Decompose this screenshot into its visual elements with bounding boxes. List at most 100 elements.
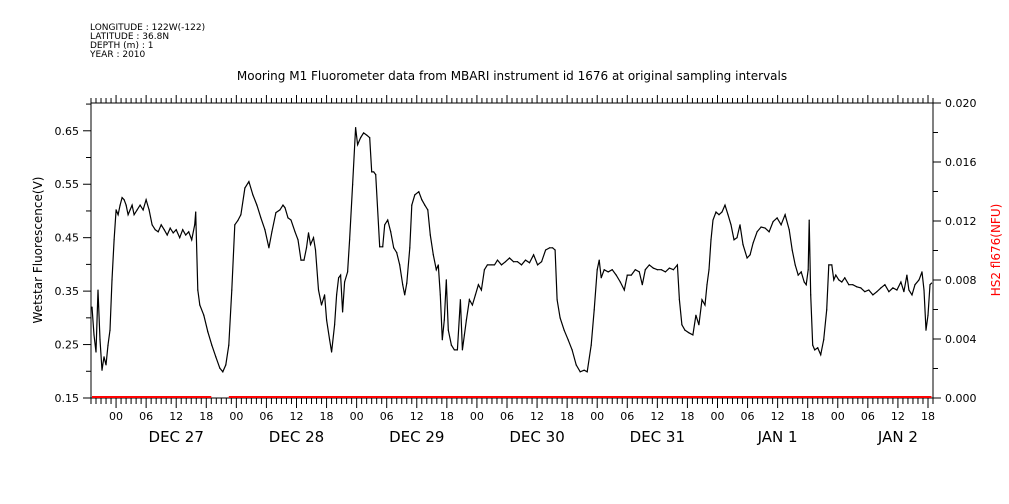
data-point (211, 344, 213, 346)
data-point (563, 329, 565, 331)
data-point (465, 319, 467, 321)
data-point (630, 274, 632, 276)
data-point (911, 294, 913, 296)
data-point (868, 289, 870, 291)
data-point (820, 354, 822, 356)
data-point (596, 269, 598, 271)
data-point (768, 231, 770, 233)
data-point (169, 227, 171, 229)
data-point (256, 204, 258, 206)
data-point (567, 339, 569, 341)
data-point (373, 171, 375, 173)
data-point (347, 271, 349, 273)
data-point (461, 349, 463, 351)
data-point (402, 284, 404, 286)
data-point (199, 304, 201, 306)
data-point (105, 364, 107, 366)
data-point (287, 217, 289, 219)
x-tick-label: 18 (921, 410, 935, 423)
data-point (656, 269, 658, 271)
data-point (520, 264, 523, 266)
data-point (807, 269, 809, 271)
data-point (231, 289, 233, 291)
data-point (97, 289, 99, 291)
data-point (382, 246, 384, 248)
data-point (282, 204, 284, 206)
x-tick-label: 18 (560, 410, 574, 423)
data-point (207, 331, 209, 333)
data-point (681, 324, 683, 326)
data-point (363, 132, 365, 134)
data-point (727, 214, 729, 216)
data-point (784, 214, 786, 216)
chart-title: Mooring M1 Fluorometer data from MBARI i… (237, 69, 787, 83)
data-point (826, 309, 828, 311)
data-point (366, 134, 368, 136)
date-label: DEC 29 (389, 428, 444, 446)
data-point (309, 244, 312, 246)
data-point (409, 247, 411, 249)
x-tick-label: 12 (650, 410, 664, 423)
data-point (872, 294, 874, 296)
data-point (240, 214, 242, 216)
data-point (109, 329, 111, 331)
data-point (706, 284, 708, 286)
x-tick-label: 18 (680, 410, 694, 423)
x-tick-label: 06 (139, 410, 153, 423)
right-tick-label: 0.000 (945, 392, 977, 405)
data-point (749, 254, 751, 256)
data-point (474, 294, 477, 296)
data-point (718, 214, 720, 216)
x-tick-label: 06 (380, 410, 394, 423)
data-point (418, 191, 420, 193)
data-point (339, 274, 342, 276)
data-point (355, 126, 357, 129)
data-point (384, 224, 386, 226)
data-point (375, 174, 377, 176)
data-point (357, 144, 359, 146)
data-point (237, 219, 239, 222)
data-point (888, 291, 890, 293)
data-point (848, 284, 850, 286)
x-tick-label: 12 (771, 410, 785, 423)
data-point (439, 294, 441, 296)
data-point (344, 281, 346, 283)
x-tick-label: 18 (801, 410, 815, 423)
data-point (695, 314, 697, 316)
data-point (337, 277, 340, 279)
data-point (715, 211, 717, 213)
metadata-line: YEAR : 2010 (89, 50, 146, 60)
x-tick-label: 00 (710, 410, 724, 423)
data-point (721, 211, 723, 213)
x-tick-label: 06 (259, 410, 273, 423)
data-point (760, 226, 762, 228)
data-point (739, 224, 741, 226)
data-point (810, 294, 812, 296)
x-tick-label: 06 (620, 410, 634, 423)
data-point (923, 289, 925, 291)
x-tick-label: 18 (320, 410, 334, 423)
x-tick-label: 12 (891, 410, 905, 423)
data-point (93, 334, 95, 336)
data-point (794, 264, 796, 266)
data-point (833, 279, 835, 281)
data-point (157, 231, 159, 233)
data-point (437, 264, 439, 266)
x-tick-label: 18 (199, 410, 213, 423)
data-point (294, 231, 296, 233)
data-point (284, 207, 286, 209)
data-point (900, 281, 902, 283)
data-point (463, 334, 465, 336)
data-point (323, 294, 326, 296)
data-point (500, 264, 503, 266)
x-tick-label: 18 (440, 410, 454, 423)
right-tick-label: 0.008 (945, 274, 977, 287)
data-point (712, 219, 714, 221)
data-point (571, 349, 573, 351)
data-point (724, 204, 726, 206)
date-label: JAN 1 (757, 428, 798, 446)
data-point (752, 242, 754, 244)
data-point (927, 314, 929, 316)
data-point (896, 289, 898, 291)
data-point (504, 261, 507, 263)
